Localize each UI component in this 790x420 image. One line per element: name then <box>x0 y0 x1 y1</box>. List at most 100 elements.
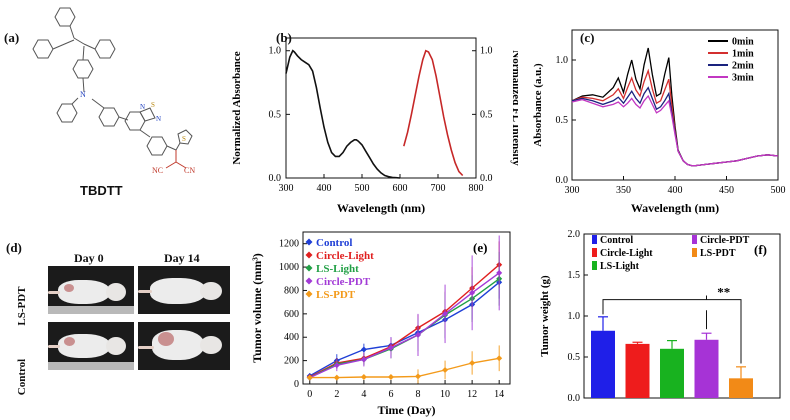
data-point <box>360 356 367 363</box>
legend-swatch <box>692 248 697 257</box>
day0-label: Day 0 <box>74 251 104 265</box>
x-tick-label: 4 <box>361 389 366 400</box>
y-tick-label: 0.5 <box>269 109 282 120</box>
data-point <box>306 374 313 381</box>
row-lspdt-label: LS-PDT <box>16 286 28 326</box>
legend-label: Circle-Light <box>600 248 653 259</box>
y-right-tick-label: 0.0 <box>480 173 493 184</box>
legend-label: LS-Light <box>600 261 640 272</box>
x-axis-label: Time (Day) <box>377 403 435 417</box>
data-point <box>387 344 394 351</box>
nitrogen-atom: N <box>80 90 86 99</box>
panel-b-label: (b) <box>276 30 292 45</box>
day14-label: Day 14 <box>164 251 200 265</box>
legend-swatch <box>592 248 597 257</box>
y-tick-label: 1.0 <box>568 311 581 322</box>
y-tick-label: 2.0 <box>568 229 581 240</box>
x-tick-label: 12 <box>467 389 477 400</box>
legend-swatch <box>692 235 697 244</box>
data-point <box>442 310 449 317</box>
significance-bracket-outer <box>602 299 742 364</box>
data-point <box>360 346 367 353</box>
x-tick-label: 2 <box>334 389 339 400</box>
legend-label: LS-PDT <box>700 248 736 259</box>
series-line-Control <box>309 281 500 377</box>
x-tick-label: 300 <box>565 185 580 196</box>
x-axis-label: Wavelength (nm) <box>631 201 719 215</box>
compound-name: TBDTT <box>80 183 123 198</box>
data-point <box>496 269 503 276</box>
x-tick-label: 400 <box>317 183 332 194</box>
y-axis-label: Tumor weight (g) <box>539 275 551 357</box>
y-axis-label: Normalized Absorbance <box>231 51 243 164</box>
series-line-LS-PDT <box>309 357 500 379</box>
legend-label: LS-Light <box>316 263 359 275</box>
x-tick-label: 450 <box>719 185 734 196</box>
x-tick-label: 800 <box>469 183 484 194</box>
chart-c: 300 350 400 450 500 0.0 0.5 1.0 Wavelength (nm) A… <box>532 29 786 215</box>
y-tick-label: 200 <box>284 356 299 367</box>
mouse-photo-lspdt-day0 <box>48 266 134 314</box>
series-line-1min <box>571 68 779 167</box>
mouse-photo-lspdt-day14 <box>138 266 230 314</box>
panel-c-label: (c) <box>580 30 595 45</box>
legend-label: 1min <box>732 49 754 60</box>
mouse-photo-control-day0 <box>48 322 134 370</box>
series-line-Circle-PDT <box>309 272 500 379</box>
y-tick-label: 0.0 <box>556 175 569 186</box>
panel-a-label: (a) <box>4 30 20 45</box>
data-point <box>469 359 476 366</box>
data-point <box>442 366 449 373</box>
x-tick-label: 14 <box>494 389 504 400</box>
legend-marker <box>305 238 313 246</box>
x-tick-label: 600 <box>393 183 408 194</box>
legend-swatch <box>592 261 597 270</box>
btd-nitrogen-1: N <box>140 103 145 111</box>
data-point <box>496 355 503 362</box>
y-tick-label: 1000 <box>279 262 299 273</box>
y-axis-label: Absorbance (a.u.) <box>532 63 544 147</box>
legend-label: LS-PDT <box>316 289 356 301</box>
legend-label: 3min <box>732 73 754 84</box>
x-axis-label: Wavelength (nm) <box>337 201 425 215</box>
x-tick-label: 10 <box>440 389 450 400</box>
panel-f-label: (f) <box>754 242 767 257</box>
y-tick-label: 0.0 <box>568 393 581 404</box>
data-point <box>415 373 421 380</box>
thiophene-sulfur: S <box>182 135 186 143</box>
data-point <box>333 362 340 369</box>
data-point <box>469 289 476 296</box>
y-axis-label: Tumor volume (mm³) <box>250 253 264 363</box>
data-point <box>333 374 340 381</box>
significance-marker: ** <box>717 285 730 300</box>
y-tick-label: 1200 <box>279 239 299 250</box>
bar-LS-PDT <box>729 378 753 398</box>
btd-nitrogen-2: N <box>156 115 161 123</box>
absorbance-curve <box>285 49 401 179</box>
y-right-axis-label: Normalized FL Intensity <box>510 50 518 166</box>
bar-LS-Light <box>660 348 684 398</box>
legend-swatch <box>592 235 597 244</box>
fluorescence-curve <box>403 49 464 177</box>
plot-frame <box>302 231 511 385</box>
y-tick-label: 800 <box>284 285 299 296</box>
y-tick-label: 0.5 <box>556 115 569 126</box>
legend-label: Circle-PDT <box>316 276 371 288</box>
chart-b: 300 400 500 600 700 8000.00.51.00.00.51.0Wave… <box>231 37 518 215</box>
x-tick-label: 400 <box>668 185 683 196</box>
data-point <box>360 373 367 380</box>
x-tick-label: 500 <box>771 185 786 196</box>
legend-label: 0min <box>732 37 754 48</box>
legend-marker <box>305 277 313 285</box>
y-tick-label: 400 <box>284 332 299 343</box>
data-point <box>387 373 394 380</box>
tbdtt-structure: N N S N S NC CN <box>32 7 195 175</box>
bar-Control <box>591 330 615 398</box>
x-tick-label: 700 <box>431 183 446 194</box>
y-tick-label: 0 <box>294 379 299 390</box>
bar-Circle-Light <box>625 343 650 398</box>
y-tick-label: 0.0 <box>269 173 282 184</box>
panel-e-label: (e) <box>473 240 487 255</box>
y-tick-label: 1.5 <box>568 270 581 281</box>
